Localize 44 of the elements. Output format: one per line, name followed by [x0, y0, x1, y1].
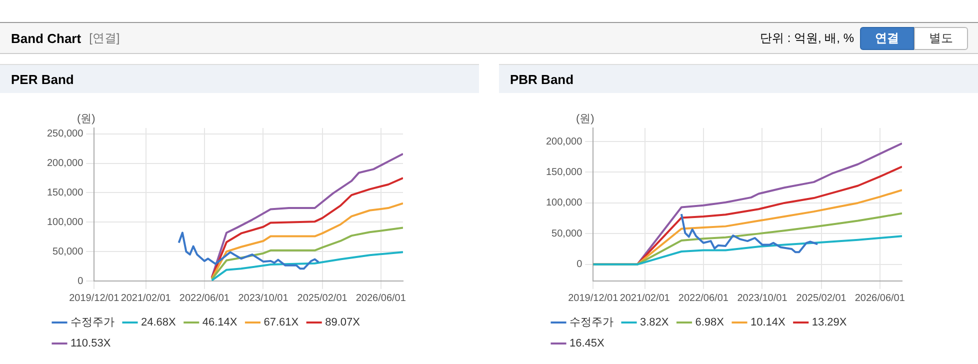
x-tick-label: 2021/02/01 — [120, 292, 172, 304]
x-tick-label: 2023/10/01 — [737, 292, 788, 304]
y-tick-label: 200,000 — [46, 158, 84, 170]
y-tick-label: 100,000 — [546, 198, 583, 209]
legend-label: 13.29X — [812, 316, 848, 329]
y-tick-label: 0 — [78, 276, 84, 287]
x-tick-label: 2023/10/01 — [238, 292, 289, 304]
y-tick-label: 200,000 — [546, 136, 583, 148]
legend-label: 67.61X — [264, 316, 300, 329]
x-tick-label: 2026/06/01 — [356, 292, 406, 304]
y-tick-label: 50,000 — [52, 246, 84, 258]
y-axis-title: (원) — [76, 113, 96, 126]
y-axis-title: (원) — [576, 113, 594, 126]
y-tick-label: 0 — [576, 259, 583, 270]
x-tick-label: 2026/06/01 — [854, 292, 906, 304]
y-tick-label: 150,000 — [46, 187, 84, 198]
y-tick-label: 100,000 — [46, 216, 84, 228]
text: Band Chart — [11, 30, 82, 46]
text: 단위 : 억원, 배, % — [760, 30, 854, 46]
x-tick-label: 2022/06/01 — [179, 292, 230, 304]
legend-label: 3.82X — [640, 316, 670, 329]
chart-title: PER Band — [0, 65, 479, 93]
legend-label: 10.14X — [750, 316, 786, 329]
x-tick-label: 2021/02/01 — [620, 292, 670, 304]
legend-label: 수정주가 — [70, 316, 114, 329]
legend-label: 46.14X — [202, 316, 238, 329]
text: [연결] — [89, 30, 120, 46]
text: 별도 — [914, 26, 968, 50]
y-tick-label: 250,000 — [46, 128, 84, 140]
legend-label: 16.45X — [570, 338, 606, 350]
legend-label: 6.98X — [695, 316, 725, 329]
legend-label: 24.68X — [141, 316, 177, 329]
legend-label: 110.53X — [70, 338, 112, 350]
text: 연결 — [860, 26, 914, 50]
x-tick-label: 2025/02/01 — [796, 292, 847, 304]
y-tick-label: 150,000 — [546, 166, 583, 178]
x-tick-label: 2019/12/01 — [568, 292, 619, 304]
x-tick-label: 2022/06/01 — [678, 292, 729, 304]
chart-title: PBR Band — [499, 65, 978, 93]
y-tick-label: 50,000 — [552, 228, 583, 240]
legend-label: 89.07X — [325, 316, 361, 329]
legend-label: 수정주가 — [570, 316, 614, 329]
x-tick-label: 2019/12/01 — [69, 292, 120, 304]
x-tick-label: 2025/02/01 — [297, 292, 348, 304]
